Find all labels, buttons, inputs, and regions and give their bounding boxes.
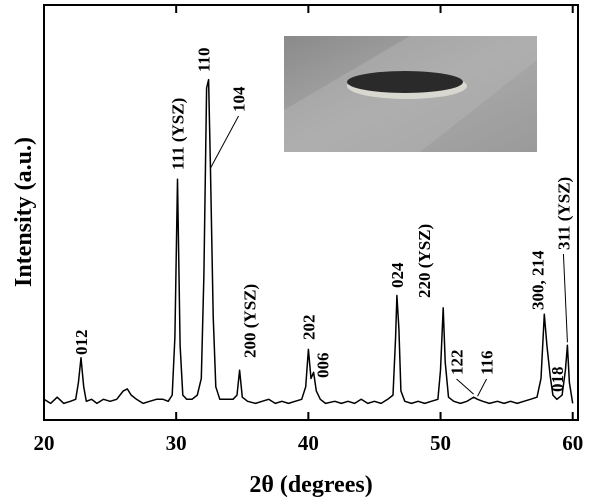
peak-label: 300, 214 bbox=[528, 250, 547, 310]
peak-label: 018 bbox=[548, 367, 567, 393]
inset-photo bbox=[284, 36, 537, 152]
peak-label: 111 (YSZ) bbox=[169, 98, 188, 170]
peak-label: 110 bbox=[195, 47, 214, 72]
peak-label: 012 bbox=[72, 330, 91, 356]
x-axis-title: 2θ (degrees) bbox=[249, 472, 372, 498]
peak-label: 024 bbox=[388, 262, 407, 288]
leader-line bbox=[562, 253, 568, 343]
x-tick-label: 50 bbox=[430, 431, 451, 455]
peak-label: 202 bbox=[299, 315, 318, 341]
x-tick-label: 30 bbox=[166, 431, 187, 455]
x-tick-label: 60 bbox=[562, 431, 583, 455]
y-axis-title: Intensity (a.u.) bbox=[11, 137, 37, 287]
leader-line bbox=[210, 115, 239, 169]
peak-label: 200 (YSZ) bbox=[241, 284, 260, 358]
peak-label: 122 bbox=[448, 350, 467, 376]
peak-label: 220 (YSZ) bbox=[415, 224, 434, 298]
peak-label: 006 bbox=[314, 353, 333, 379]
plot-frame bbox=[43, 4, 579, 421]
peak-label: 116 bbox=[478, 350, 497, 375]
x-tick-label: 40 bbox=[298, 431, 319, 455]
x-tick-label: 20 bbox=[34, 431, 55, 455]
peak-label: 311 (YSZ) bbox=[554, 177, 573, 250]
leader-line bbox=[477, 378, 487, 397]
xrd-pattern bbox=[43, 78, 574, 405]
peak-label: 104 bbox=[230, 86, 249, 112]
leader-line bbox=[456, 378, 474, 395]
